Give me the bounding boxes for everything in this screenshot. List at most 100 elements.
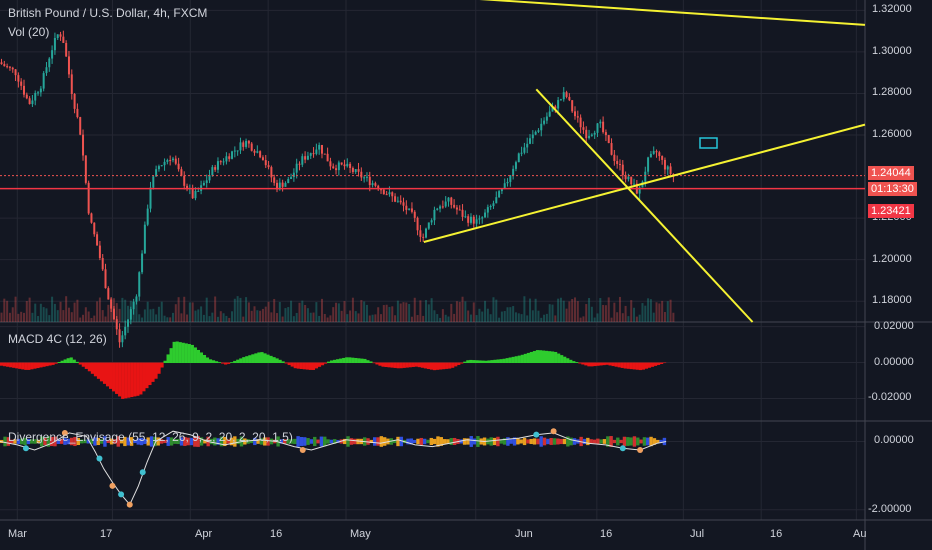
volume-bar bbox=[222, 313, 225, 322]
divergence-band bbox=[409, 438, 414, 445]
candle-body bbox=[422, 236, 425, 238]
candle-body bbox=[559, 99, 562, 101]
candle-body bbox=[45, 67, 48, 74]
volume-bar bbox=[663, 312, 666, 322]
volume-bar bbox=[304, 305, 307, 322]
divergence-band bbox=[126, 437, 130, 446]
macd-bar bbox=[584, 362, 588, 366]
candle-body bbox=[39, 88, 42, 93]
macd-bar bbox=[448, 362, 452, 369]
candle-body bbox=[354, 169, 357, 173]
volume-bar bbox=[385, 304, 388, 322]
volume-bar bbox=[649, 299, 652, 322]
candle-body bbox=[166, 160, 169, 162]
volume-bar bbox=[191, 302, 194, 322]
volume-bar bbox=[545, 313, 548, 322]
macd-bar bbox=[514, 356, 518, 364]
macd-bar bbox=[287, 362, 291, 366]
macd-bar bbox=[54, 362, 58, 364]
macd-bar bbox=[484, 360, 488, 364]
macd-bar bbox=[578, 362, 582, 364]
macd-bar bbox=[281, 361, 285, 364]
candle-body bbox=[616, 160, 619, 164]
divergence-band bbox=[502, 438, 507, 445]
divergence-band bbox=[183, 436, 187, 446]
macd-bar bbox=[314, 362, 319, 369]
volume-bar bbox=[492, 297, 495, 322]
macd-bar bbox=[557, 353, 561, 364]
divergence-band bbox=[256, 439, 260, 444]
divergence-band bbox=[286, 439, 290, 444]
candle-body bbox=[374, 183, 377, 186]
divergence-band bbox=[636, 437, 640, 446]
volume-bar bbox=[509, 307, 512, 322]
candle-body bbox=[222, 161, 225, 163]
candle-body bbox=[3, 64, 6, 67]
volume-bar bbox=[576, 301, 579, 322]
divergence-band bbox=[572, 438, 577, 445]
candle-body bbox=[394, 196, 397, 202]
macd-bar bbox=[378, 362, 382, 366]
candle-body bbox=[118, 329, 121, 343]
candle-body bbox=[427, 222, 430, 229]
divergence-band bbox=[96, 437, 100, 446]
volume-bar bbox=[141, 317, 144, 322]
volume-bar bbox=[284, 308, 287, 322]
divergence-band bbox=[609, 436, 613, 447]
volume-bar bbox=[644, 305, 647, 322]
volume-bar bbox=[169, 317, 172, 322]
volume-bar bbox=[239, 297, 242, 322]
time-tick: Apr bbox=[195, 528, 213, 540]
candle-body bbox=[239, 142, 242, 151]
candle-body bbox=[365, 176, 368, 178]
macd-bar bbox=[532, 351, 537, 364]
candle-body bbox=[276, 182, 279, 190]
price-tick: 1.32000 bbox=[872, 3, 912, 16]
divergence-band bbox=[562, 438, 567, 445]
macd-bar bbox=[202, 354, 207, 364]
volume-bar bbox=[160, 301, 163, 322]
divergence-band bbox=[139, 437, 144, 446]
volume-bar bbox=[157, 306, 160, 322]
divergence-band bbox=[39, 436, 44, 447]
macd-bar bbox=[432, 362, 437, 371]
candle-body bbox=[368, 176, 371, 186]
candle-body bbox=[281, 182, 284, 187]
volume-bar bbox=[51, 296, 54, 322]
volume-bar bbox=[436, 314, 439, 322]
candle-body bbox=[183, 175, 186, 186]
divergence-band bbox=[602, 439, 607, 444]
macd-bar bbox=[623, 362, 627, 369]
divergence-band bbox=[219, 436, 224, 447]
candle-body bbox=[292, 172, 295, 178]
candle-body bbox=[658, 152, 661, 157]
candle-body bbox=[20, 81, 23, 86]
divergence-band bbox=[26, 438, 31, 445]
divergence-band bbox=[569, 437, 573, 446]
volume-bar bbox=[430, 298, 433, 322]
divergence-band bbox=[143, 438, 147, 444]
macd-bar bbox=[130, 362, 134, 398]
volume-bar bbox=[278, 301, 281, 322]
macd-bar bbox=[635, 362, 639, 370]
volume-bar bbox=[245, 297, 248, 322]
candle-body bbox=[82, 134, 85, 156]
divergence-band bbox=[133, 439, 137, 444]
volume-bar bbox=[450, 303, 453, 322]
volume-bar bbox=[621, 313, 624, 322]
candle-body bbox=[458, 209, 461, 211]
macd-bar bbox=[351, 357, 355, 364]
candle-body bbox=[306, 155, 309, 160]
volume-bar bbox=[107, 304, 110, 322]
candle-body bbox=[557, 100, 560, 109]
volume-bar bbox=[121, 297, 124, 322]
macd-bar bbox=[221, 362, 225, 364]
macd-bar bbox=[563, 356, 567, 364]
divergence-band bbox=[123, 436, 127, 447]
volume-bar bbox=[559, 297, 562, 322]
candle-body bbox=[568, 96, 571, 101]
macd-bar bbox=[9, 362, 13, 368]
candle-body bbox=[138, 272, 141, 297]
divergence-band bbox=[279, 439, 284, 444]
